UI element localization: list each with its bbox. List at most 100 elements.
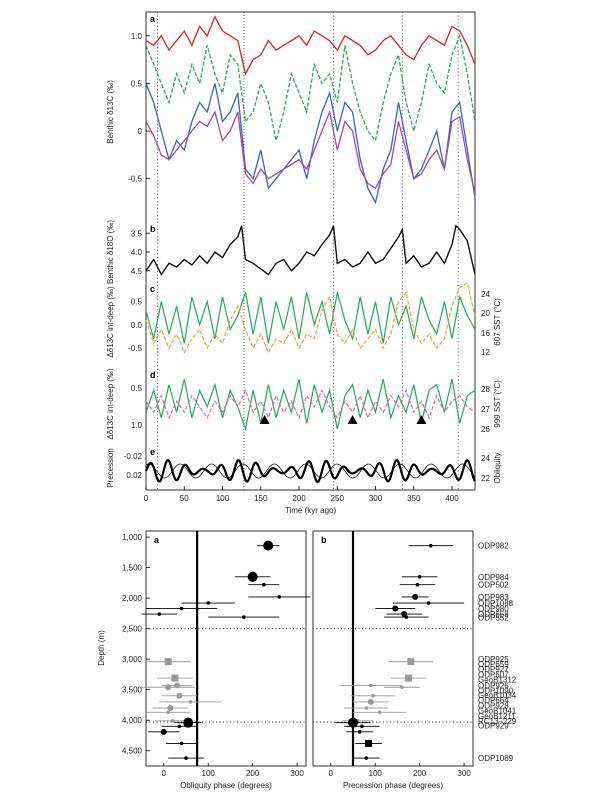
data-point-square [407,658,415,666]
ytick-label-depth: 1,000 [122,533,143,542]
ytick-label-e: -0.02 [124,452,143,461]
xlabel-a: Obliquity phase (degrees) [180,781,272,790]
ytick-label-depth: 3,000 [122,655,143,664]
ytick-right-label-c: 16 [481,329,490,338]
ylabel-c: Δδ13C int-deep (‰) [106,286,115,357]
data-point [404,615,409,619]
xtick-label-a: 300 [290,769,304,778]
data-point-square [171,674,179,682]
data-point-square [164,658,172,666]
xtick-label-a: 100 [202,769,216,778]
data-point [263,540,274,551]
site-label: RC13–229 [478,717,517,726]
xtick-label-a: 0 [162,769,167,778]
data-point-square [365,739,373,747]
data-point [400,685,404,690]
timeseries-frame [145,11,476,491]
data-point [377,710,382,715]
data-point [167,705,174,712]
ytick-label-a: -0.5 [128,175,142,184]
triangle-marker [347,415,358,424]
data-point [179,741,184,746]
series-d-line-1 [145,388,476,420]
ytick-label-c: 0.5 [131,298,143,307]
site-label: ODP607 [478,670,509,679]
ytick-label-depth: 4,000 [122,716,143,725]
data-point [426,601,431,605]
xlabel-b: Precession phase (degrees) [343,781,443,790]
panel-letter-a: a [150,14,156,24]
site-label: GeoB1211 [478,712,516,721]
ylabel-b: Benthic δ18O (‰) [106,220,115,284]
data-point [367,698,374,705]
data-point [364,706,369,710]
data-point [357,730,362,734]
xtick-label-e: 50 [180,494,189,503]
panel-letter-d: d [150,370,156,380]
series-b-line [145,224,476,276]
site-label: ODP1089 [478,754,514,763]
ytick-right-label-d: 27 [481,405,490,414]
site-label: ODP659 [478,660,509,669]
ylabel-e: Precession [106,448,115,488]
xtick-label-e: 300 [369,494,383,503]
data-point [417,574,422,579]
ytick-label-depth: 2,000 [122,594,143,603]
precession-curve [144,458,476,484]
site-label: ODP984 [478,573,509,582]
ytick-right-label-c: 12 [481,348,490,357]
site-label: ODP502 [478,581,509,590]
ylabel-depth: Depth (m) [97,630,106,666]
site-label: ODP658 [478,610,509,619]
ytick-label-b: 4.0 [131,248,143,257]
xtick-label-b: 100 [369,769,383,778]
obliquity-curve [145,463,476,479]
series-a-line-0 [145,15,476,76]
ylabel-right-d: 999 SST (°C) [493,380,502,428]
panel-letter-c: c [150,284,155,294]
data-point [166,710,171,715]
xtick-label-e: 250 [331,494,345,503]
data-point [364,756,369,760]
data-point [184,756,188,760]
data-point [177,724,182,729]
series-a-line-3 [145,109,476,194]
data-point [277,595,282,599]
site-label: ODP929 [478,722,509,731]
ytick-label-d: 1.0 [131,421,143,430]
data-point [348,717,358,728]
data-point [179,606,184,611]
series-d-line-0 [145,378,476,432]
panel-letter-bottom-a: a [154,535,160,545]
xtick-label-e: 0 [144,494,149,503]
series-c-line-1 [145,282,476,355]
xtick-label-e: 350 [407,494,421,503]
ylabel-right-c: 607 SST (°C) [493,298,502,346]
site-label: GeoB1312 [478,675,517,684]
data-point [170,719,175,723]
ytick-label-depth: 3,500 [122,686,143,695]
site-label: ODP926 [478,681,509,690]
xlabel-time: Time (kyr ago) [285,506,337,515]
data-point [428,543,433,548]
scatter-frame-b [312,530,474,767]
data-point [165,684,172,691]
ytick-label-c: -0.5 [128,344,142,353]
data-point [247,571,258,582]
ytick-right-label-c: 24 [481,290,490,299]
site-label: ODP983 [478,593,509,602]
panel-letter-b: b [150,224,156,234]
xtick-label-e: 150 [254,494,268,503]
data-point [415,582,420,587]
xtick-label-e: 200 [292,494,306,503]
xtick-label-b: 200 [413,769,427,778]
ytick-label-depth: 1,500 [122,564,143,573]
site-label: ODP1088 [478,599,514,608]
data-point [188,700,193,704]
site-label: ODP927 [478,665,509,674]
site-label: GeoB1041 [478,706,517,715]
data-point [371,694,375,698]
ytick-label-b: 3.5 [131,229,143,238]
ytick-right-label-e: 22 [481,474,490,483]
